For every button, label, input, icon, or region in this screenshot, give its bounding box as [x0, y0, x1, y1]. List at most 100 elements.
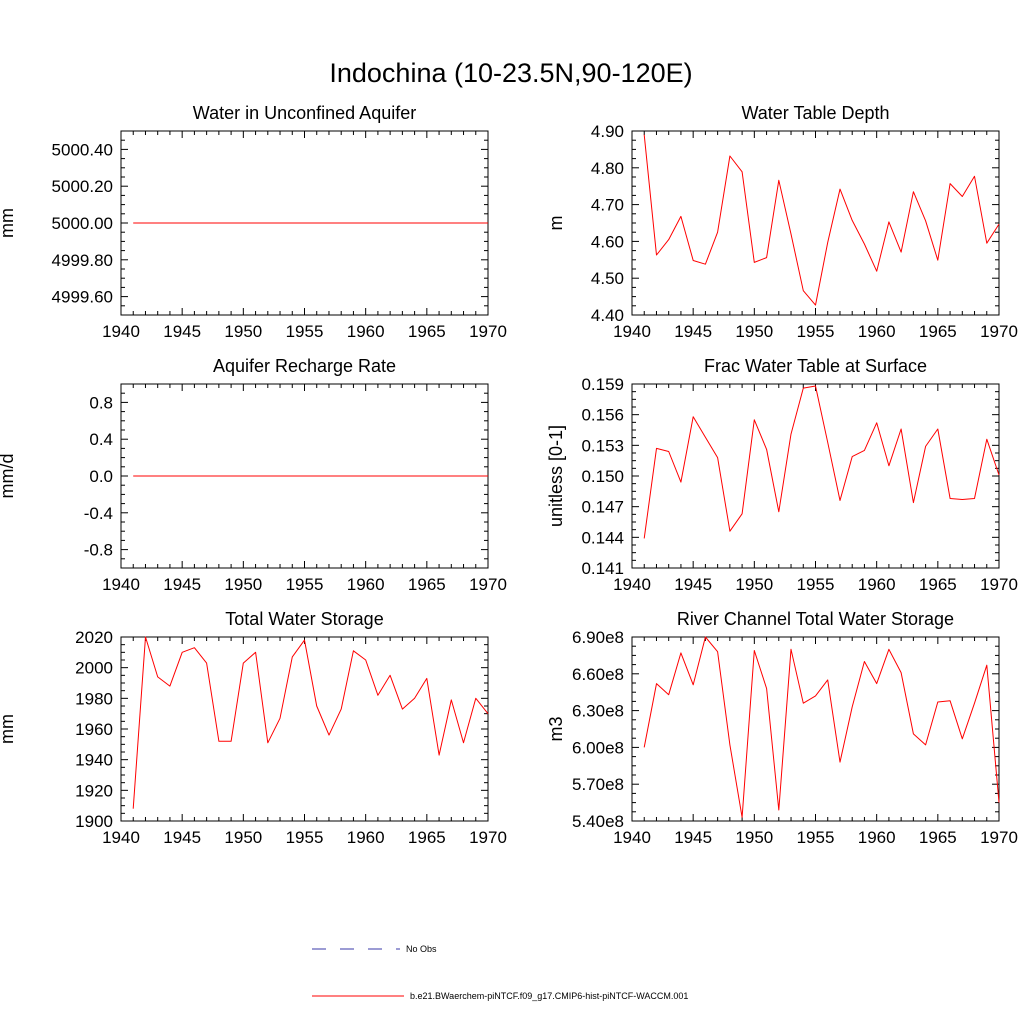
x-tick-label: 1950 [224, 322, 262, 341]
data-point [304, 639, 306, 641]
data-point [463, 222, 465, 224]
data-point [243, 662, 245, 664]
x-tick-label: 1950 [224, 828, 262, 847]
data-point [291, 222, 293, 224]
data-point [705, 436, 707, 438]
plot-frame [631, 383, 1000, 569]
y-tick-label: 0.150 [581, 467, 624, 486]
y-tick-label: 1980 [75, 689, 113, 708]
data-point [864, 450, 866, 452]
y-tick-label: 4.50 [591, 269, 624, 288]
x-tick-label: 1940 [613, 828, 651, 847]
data-point [876, 683, 878, 685]
y-tick-label: 1960 [75, 720, 113, 739]
data-point [790, 433, 792, 435]
data-point [157, 676, 159, 678]
x-tick-label: 1940 [613, 575, 651, 594]
x-tick-label: 1940 [102, 322, 140, 341]
y-tick-label: 4999.80 [52, 251, 113, 270]
y-tick-label: 5.40e8 [572, 812, 624, 831]
data-point [132, 222, 134, 224]
data-point [925, 220, 927, 222]
y-tick-label: 6.30e8 [572, 702, 624, 721]
y-tick-label: 0.4 [89, 430, 113, 449]
panel-title: Aquifer Recharge Rate [213, 356, 396, 376]
y-tick-label: 0.144 [581, 528, 624, 547]
data-point [230, 740, 232, 742]
data-point [353, 475, 355, 477]
data-point [340, 475, 342, 477]
x-tick-label: 1940 [102, 575, 140, 594]
y-axis-label: mm [0, 208, 17, 238]
data-point [487, 475, 489, 477]
data-point [157, 222, 159, 224]
data-point [279, 717, 281, 719]
data-point [206, 222, 208, 224]
x-tick-label: 1955 [797, 575, 835, 594]
data-point [389, 675, 391, 677]
data-point [304, 475, 306, 477]
data-point [937, 701, 939, 703]
data-point [827, 441, 829, 443]
data-point [962, 738, 964, 740]
data-point [267, 475, 269, 477]
data-point [255, 222, 257, 224]
data-point [668, 451, 670, 453]
y-tick-label: 4999.60 [52, 288, 113, 307]
data-point [790, 233, 792, 235]
data-point [194, 475, 196, 477]
x-tick-label: 1955 [286, 322, 324, 341]
data-point [986, 664, 988, 666]
data-point [717, 651, 719, 653]
data-point [766, 449, 768, 451]
data-point [925, 446, 927, 448]
data-point [451, 222, 453, 224]
legend-label-model-run: b.e21.BWaerchem-piNTCF.f09_g17.CMIP6-his… [410, 991, 688, 1001]
y-tick-label: 6.00e8 [572, 738, 624, 757]
data-point [815, 385, 817, 387]
x-tick-label: 1950 [224, 575, 262, 594]
data-point [851, 220, 853, 222]
y-tick-label: 0.0 [89, 467, 113, 486]
data-point [169, 685, 171, 687]
data-point [998, 474, 1000, 476]
y-tick-label: 2000 [75, 659, 113, 678]
x-tick-label: 1965 [408, 322, 446, 341]
data-point [206, 662, 208, 664]
data-point [888, 648, 890, 650]
x-tick-label: 1950 [735, 575, 773, 594]
x-tick-label: 1945 [674, 828, 712, 847]
data-point [365, 475, 367, 477]
y-axis-label: mm [0, 714, 17, 744]
data-point [729, 155, 731, 157]
data-point [876, 270, 878, 272]
data-point [426, 678, 428, 680]
y-tick-label: 5000.40 [52, 140, 113, 159]
data-point [888, 465, 890, 467]
x-tick-label: 1960 [347, 575, 385, 594]
data-point [802, 387, 804, 389]
data-point [974, 498, 976, 500]
y-axis-label: m [546, 216, 566, 231]
data-point [389, 475, 391, 477]
y-tick-label: 4.90 [591, 122, 624, 141]
x-tick-label: 1970 [980, 575, 1018, 594]
data-point [145, 475, 147, 477]
data-point [487, 713, 489, 715]
x-tick-label: 1945 [163, 575, 201, 594]
y-tick-label: -0.8 [84, 541, 113, 560]
data-point [230, 475, 232, 477]
y-tick-label: 0.141 [581, 559, 624, 578]
data-point [340, 222, 342, 224]
data-point [438, 754, 440, 756]
data-point [643, 134, 645, 136]
y-tick-label: 5000.20 [52, 177, 113, 196]
data-point [913, 191, 915, 193]
data-point [243, 475, 245, 477]
data-point [656, 254, 658, 256]
data-point [255, 652, 257, 654]
x-tick-label: 1940 [613, 322, 651, 341]
data-point [802, 702, 804, 704]
data-point [998, 223, 1000, 225]
data-point [741, 171, 743, 173]
